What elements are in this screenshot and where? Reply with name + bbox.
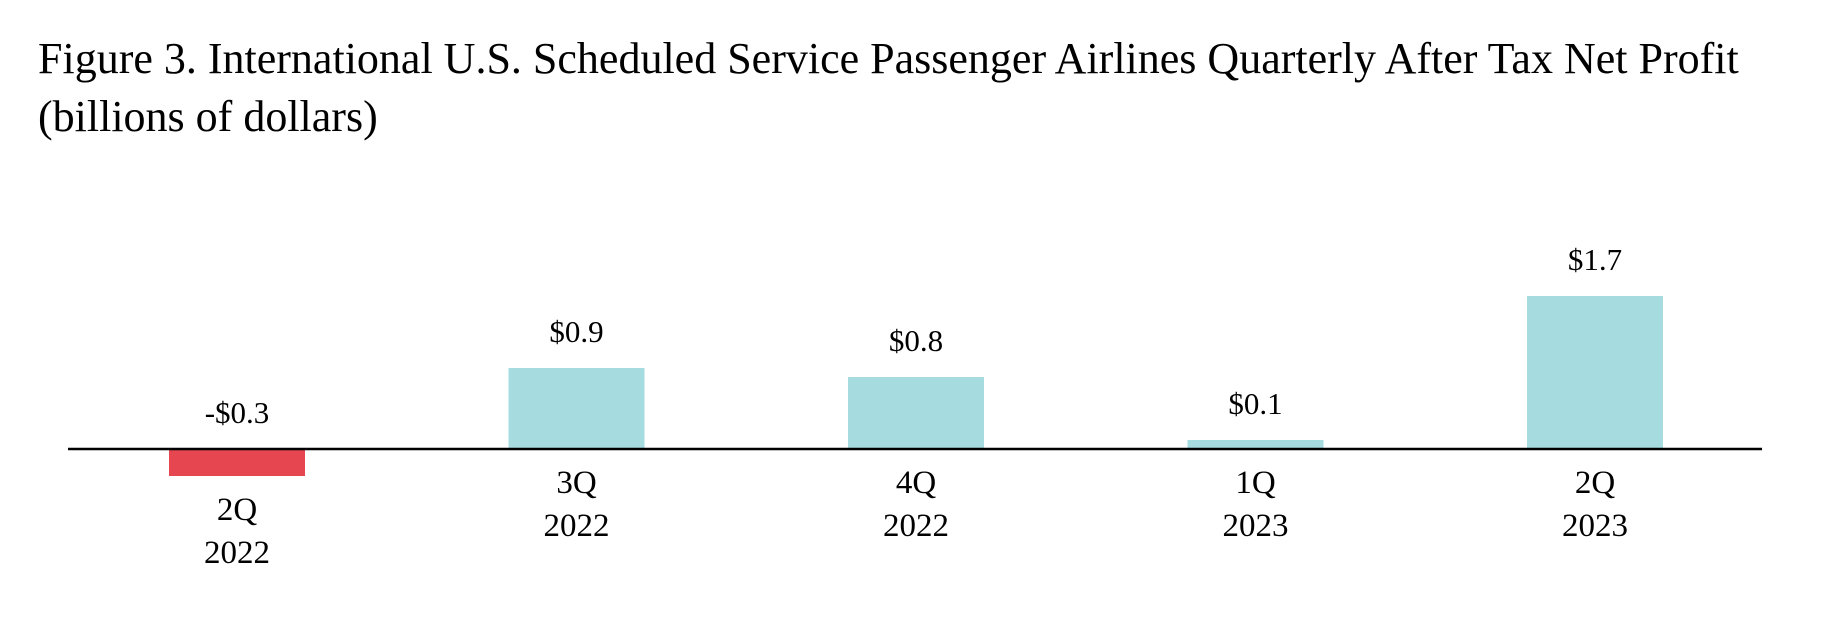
category-label-line: 1Q	[1235, 465, 1276, 501]
bar-3	[1187, 440, 1324, 449]
category-label-line: 2022	[204, 535, 270, 571]
bar-1	[508, 368, 645, 449]
data-label-0: -$0.3	[205, 395, 270, 430]
bar-2	[848, 377, 984, 449]
category-label-line: 2022	[544, 508, 610, 544]
chart-title: Figure 3. International U.S. Scheduled S…	[38, 30, 1828, 146]
category-label-line: 2Q	[1575, 465, 1616, 501]
category-label-line: 2023	[1223, 508, 1289, 544]
category-label-line: 2Q	[217, 492, 258, 528]
labels-layer: -$0.3 2Q 2022 $0.9 3Q 2022 $0.8 4Q 2022 $0.1 1Q 202…	[204, 242, 1628, 571]
bar-4	[1527, 296, 1663, 449]
category-label-3: 1Q 2023	[1223, 465, 1289, 544]
chart-title-line: Figure 3. International U.S. Scheduled S…	[38, 34, 1739, 83]
category-label-1: 3Q 2022	[544, 465, 610, 544]
bar-0	[169, 449, 305, 476]
category-label-4: 2Q 2023	[1562, 465, 1628, 544]
bars-layer	[169, 296, 1663, 476]
category-label-0: 2Q 2022	[204, 492, 270, 571]
category-label-line: 3Q	[556, 465, 597, 501]
category-label-line: 2023	[1562, 508, 1628, 544]
category-label-2: 4Q 2022	[883, 465, 949, 544]
category-label-line: 4Q	[896, 465, 937, 501]
data-label-1: $0.9	[549, 314, 603, 349]
data-label-3: $0.1	[1228, 386, 1282, 421]
chart-subtitle: (billions of dollars)	[38, 92, 378, 141]
category-label-line: 2022	[883, 508, 949, 544]
data-label-2: $0.8	[889, 323, 943, 358]
data-label-4: $1.7	[1568, 242, 1622, 277]
